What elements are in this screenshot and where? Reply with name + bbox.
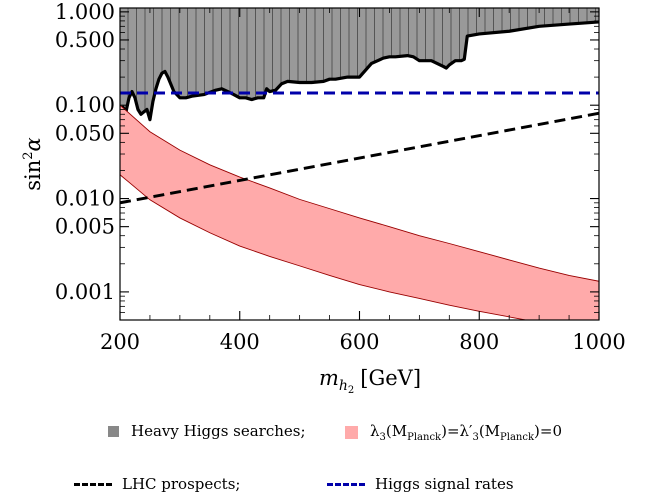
lambda-sub-4: Planck (500, 432, 535, 443)
lambda-part-3: )=λ′ (441, 422, 473, 440)
legend-label-higgs-rates: Higgs signal rates (375, 475, 514, 493)
lambda-part-5: )=0 (534, 422, 563, 440)
legend-swatch-gray (108, 425, 119, 437)
y-axis-label: sin2α (21, 137, 45, 191)
plot-area (120, 8, 599, 320)
x-axis-label-main: m (319, 366, 339, 390)
lambda-sub-2: Planck (407, 432, 442, 443)
legend-heavy-higgs: Heavy Higgs searches; (108, 422, 306, 440)
lambda-part-1: λ (370, 422, 380, 440)
heavy-higgs-boundary-line (120, 20, 599, 122)
y-tick-label: 1.000 (55, 0, 115, 24)
x-axis-label: mh2 [GeV] (319, 366, 421, 396)
axes: 1.000 0.500 0.100 0.050 0.010 0.005 0.001 200 40… (55, 0, 626, 354)
x-tick-label: 400 (220, 330, 260, 354)
lambda-sub-3: 3 (472, 432, 479, 443)
chart: 1.000 0.500 0.100 0.050 0.010 0.005 0.001 200 40… (21, 0, 626, 396)
x-axis-label-unit: [GeV] (360, 366, 421, 390)
y-tick-label: 0.050 (55, 121, 115, 145)
lambda-part-2: (M (385, 422, 408, 440)
lambda-sub-1: 3 (379, 432, 386, 443)
y-tick-label: 0.010 (55, 187, 115, 211)
y-axis-label-sup: 2 (21, 151, 36, 159)
y-tick-label: 0.100 (55, 93, 115, 117)
x-axis-label-sub1: h (339, 378, 348, 394)
legend-lambda-band: λ3(MPlanck)=λ′3(MPlanck)=0 (345, 422, 562, 443)
legend-label-lhc: LHC prospects; (122, 475, 241, 493)
legend-higgs-rates: Higgs signal rates (327, 475, 514, 493)
y-tick-label: 0.005 (55, 215, 115, 239)
y-tick-label: 0.001 (55, 280, 115, 304)
x-tick-label: 200 (100, 330, 140, 354)
legend-swatch-blue-dash (327, 482, 365, 486)
x-tick-label: 1000 (572, 330, 625, 354)
legend-swatch-red (345, 426, 358, 439)
y-axis-label-main: sin (21, 160, 45, 191)
y-tick-label: 0.500 (55, 28, 115, 52)
legend-lhc: LHC prospects; (74, 475, 240, 493)
lhc-prospects-line (120, 111, 599, 205)
y-axis-label-greek: α (21, 137, 45, 151)
lambda-band (120, 104, 599, 320)
legend-label-heavy-higgs: Heavy Higgs searches; (131, 422, 306, 440)
legend-swatch-black-dash (74, 482, 112, 486)
x-axis-label-sub2: 2 (348, 385, 354, 396)
lambda-part-4: (M (478, 422, 501, 440)
x-tick-label: 800 (459, 330, 499, 354)
x-tick-label: 600 (339, 330, 379, 354)
legend-label-lambda: λ3(MPlanck)=λ′3(MPlanck)=0 (370, 422, 562, 443)
heavy-higgs-excluded-region (120, 8, 599, 120)
